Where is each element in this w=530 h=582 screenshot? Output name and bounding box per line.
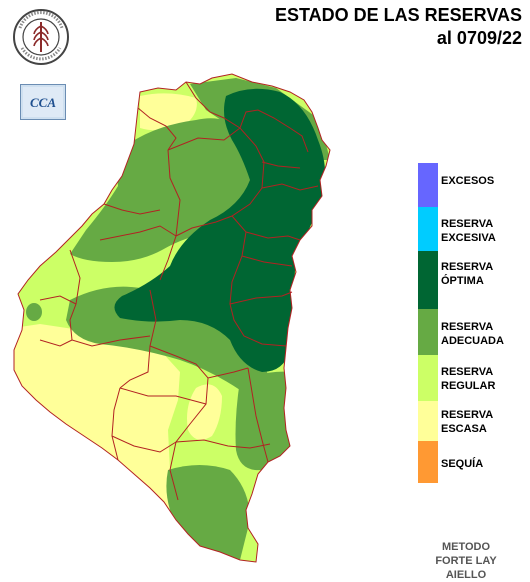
legend-item-reserva-optima: RESERVA ÓPTIMA: [418, 251, 530, 309]
legend-label-reserva-regular: RESERVA REGULAR: [441, 366, 496, 392]
legend-swatch-reserva-escasa: [418, 401, 438, 441]
zone-adecuada-east: [235, 371, 290, 471]
legend-swatch-reserva-optima: [418, 251, 438, 309]
cca-logo-icon: CCA: [20, 84, 66, 120]
legend-label-sequia: SEQUÍA: [441, 458, 484, 470]
legend-item-reserva-excesiva: RESERVA EXCESIVA: [418, 207, 530, 251]
legend-item-reserva-regular: RESERVA REGULAR: [418, 355, 530, 401]
legend-label-reserva-optima: RESERVA ÓPTIMA: [441, 261, 494, 287]
method-note: METODO FORTE LAY AIELLO: [435, 541, 497, 581]
legend-label-reserva-excesiva: RESERVA EXCESIVA: [441, 218, 496, 244]
legend-swatch-reserva-excesiva: [418, 207, 438, 251]
map-title: ESTADO DE LAS RESERVAS al 0709/22: [275, 4, 522, 50]
legend-item-sequia: SEQUÍA: [418, 441, 530, 485]
zone-adecuada-spot: [26, 303, 42, 321]
legend-item-excesos: EXCESOS: [418, 163, 530, 207]
legend-swatch-reserva-adecuada: [418, 309, 438, 355]
zone-adecuada-south: [166, 465, 250, 560]
legend-label-reserva-adecuada: RESERVA ADECUADA: [441, 321, 504, 347]
legend-swatch-excesos: [418, 163, 438, 207]
entre-rios-reserves-map: [13, 73, 331, 563]
svg-text:CCA: CCA: [30, 95, 56, 110]
title-line-1: ESTADO DE LAS RESERVAS: [274, 5, 522, 25]
title-line-2: al 0709/22: [436, 28, 522, 48]
reserve-zones: [14, 74, 330, 562]
department-borders: [13, 73, 331, 563]
zone-escasa-north: [140, 93, 197, 131]
bolsa-cereales-seal-icon: [13, 9, 69, 65]
legend-swatch-reserva-regular: [418, 355, 438, 401]
legend-swatch-sequia: [418, 441, 438, 483]
legend-item-reserva-escasa: RESERVA ESCASA: [418, 401, 530, 445]
zone-optima: [114, 88, 326, 373]
zone-escasa-center: [187, 384, 222, 440]
legend-label-excesos: EXCESOS: [441, 175, 495, 187]
legend-label-reserva-escasa: RESERVA ESCASA: [441, 409, 494, 435]
legend-item-reserva-adecuada: RESERVA ADECUADA: [418, 309, 530, 355]
